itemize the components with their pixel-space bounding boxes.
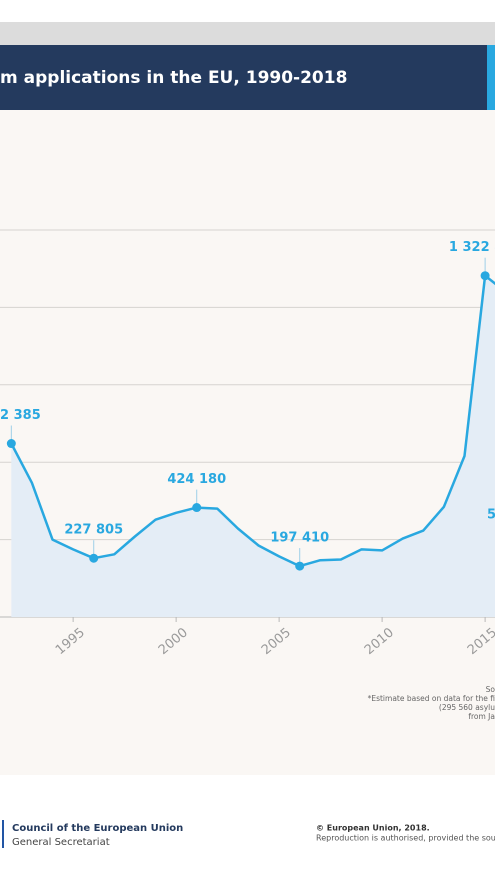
- source-note: from Ja: [468, 712, 495, 721]
- value-label: 1 322 825: [449, 240, 495, 255]
- source-note: (295 560 asylu: [439, 703, 495, 712]
- title-banner: [0, 45, 495, 110]
- footer-org: Council of the European Union: [12, 823, 183, 834]
- value-label: 672 385: [0, 408, 41, 423]
- source-note: *Estimate based on data for the fi: [368, 694, 495, 703]
- point: [89, 553, 99, 563]
- point: [480, 271, 490, 281]
- area-fill: [11, 275, 495, 617]
- chart-bg: [0, 110, 495, 775]
- footer-reproduction: Reproduction is authorised, provided the…: [316, 834, 495, 843]
- point: [6, 439, 16, 449]
- banner-accent: [487, 45, 495, 110]
- value-label: 197 410: [270, 531, 329, 546]
- chart-title: m applications in the EU, 1990-2018: [0, 68, 347, 88]
- value-label: 424 180: [167, 472, 226, 487]
- annotation: 5: [487, 508, 495, 523]
- value-label: 227 805: [64, 523, 123, 538]
- footer-unit: General Secretariat: [12, 837, 110, 848]
- footer-bar: [2, 820, 4, 848]
- point: [192, 503, 202, 513]
- top-strip: [0, 22, 495, 45]
- source-notes: So*Estimate based on data for the fi(295…: [368, 685, 495, 721]
- footer-copyright: © European Union, 2018.: [316, 824, 430, 833]
- point: [295, 561, 305, 571]
- source-note: So: [486, 685, 495, 694]
